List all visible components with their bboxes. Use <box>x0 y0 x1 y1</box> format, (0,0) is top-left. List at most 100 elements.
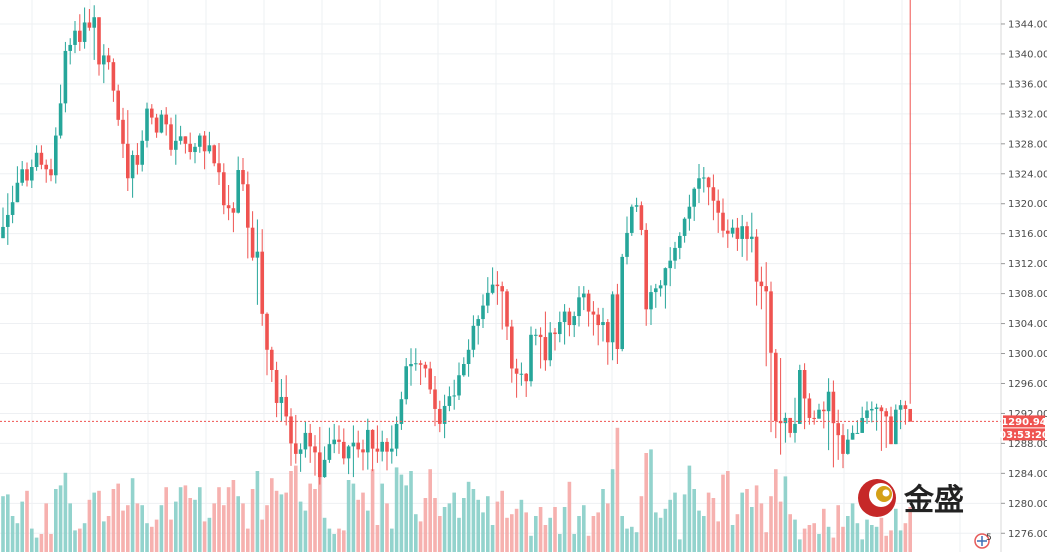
volume-bar <box>486 496 490 552</box>
candle-body <box>721 212 725 231</box>
volume-bar <box>500 490 504 552</box>
volume-bar <box>462 498 466 552</box>
candle-body <box>586 293 591 312</box>
y-tick-label: 1312.00 <box>1008 259 1047 270</box>
candle-body <box>620 256 624 350</box>
volume-bar <box>788 514 792 552</box>
candle-body <box>846 439 850 454</box>
volume-bar <box>212 503 216 552</box>
candle-body <box>337 439 341 442</box>
candle-body <box>735 227 740 239</box>
candle-body <box>150 108 154 118</box>
volume-bar <box>476 499 480 552</box>
notification-badge[interactable]: 5 <box>974 533 992 549</box>
volume-bar <box>836 505 840 552</box>
volume-bar <box>874 526 879 552</box>
volume-bar <box>620 516 624 552</box>
volume-bar <box>1 496 5 552</box>
volume-bar <box>558 534 562 552</box>
candle-body <box>409 364 413 367</box>
volume-bar <box>668 499 672 552</box>
candle-body <box>6 214 10 227</box>
volume-bar <box>870 525 874 552</box>
volume-bar <box>126 505 130 552</box>
candle-body <box>798 369 802 424</box>
candle-body <box>591 311 596 315</box>
candle-body <box>198 135 202 147</box>
volume-bar <box>63 472 68 552</box>
candle-body <box>54 135 58 176</box>
volume-bar <box>606 503 610 552</box>
volume-bar <box>140 505 144 552</box>
candle-body <box>366 429 370 453</box>
volume-bar <box>246 528 250 552</box>
y-tick-label: 1320.00 <box>1008 199 1047 210</box>
volume-bar <box>481 512 485 552</box>
volume-bar <box>663 508 668 552</box>
candle-body <box>49 169 53 176</box>
candle-body <box>812 417 816 419</box>
candle-body <box>188 143 192 153</box>
candle-body <box>510 326 514 369</box>
candle-body <box>313 446 317 453</box>
candle-body <box>606 322 610 343</box>
volume-bar <box>294 465 298 552</box>
volume-bar <box>178 487 183 552</box>
candle-body <box>399 399 404 424</box>
candle-body <box>870 408 874 411</box>
candle-body <box>97 17 101 65</box>
price-axis[interactable]: 1344.00 1340.00 1336.00 1332.00 1328.00 1324.… <box>1000 0 1047 552</box>
volume-bar <box>649 449 653 552</box>
candle-body <box>212 145 216 164</box>
volume-bar <box>697 510 701 552</box>
volume-bar <box>217 487 221 552</box>
volume-bar <box>159 505 164 552</box>
volume-bar <box>639 496 644 552</box>
volume-bar <box>759 503 764 552</box>
candle-body <box>351 442 356 447</box>
volume-bar <box>822 508 826 552</box>
candle-body <box>418 363 423 365</box>
candle-body <box>25 169 29 181</box>
volume-bar <box>514 508 519 552</box>
volume-bar <box>596 512 600 552</box>
candle-body <box>140 140 144 165</box>
volume-bar <box>783 476 788 552</box>
volume-bar <box>654 512 658 552</box>
volume-bar <box>164 487 168 552</box>
y-tick-label: 1292.00 <box>1008 409 1047 420</box>
candle-body <box>39 152 44 165</box>
volume-bar <box>706 492 711 552</box>
volume-bar <box>356 499 360 552</box>
candle-body <box>298 449 303 454</box>
volume-bar <box>548 517 552 552</box>
candle-body <box>356 442 360 450</box>
candle-body <box>625 232 629 257</box>
volume-bar <box>807 525 812 552</box>
candle-body <box>769 291 773 353</box>
candle-body <box>15 182 20 203</box>
volume-bar <box>265 505 269 552</box>
candle-body <box>471 325 476 350</box>
candle-body <box>702 177 706 179</box>
candle-body <box>841 435 845 454</box>
y-tick-label: 1284.00 <box>1008 469 1047 480</box>
volume-bar <box>222 505 226 552</box>
volume-bar <box>582 505 586 552</box>
volume-bar <box>687 465 692 552</box>
volume-bar <box>903 523 908 552</box>
volume-bar <box>860 539 864 552</box>
candle-body <box>202 135 207 152</box>
volume-bar <box>102 521 106 552</box>
candle-body <box>793 423 797 433</box>
candle-body <box>121 119 125 144</box>
volume-bar <box>793 519 797 552</box>
countdown-label: 03:53:20 <box>999 430 1047 441</box>
volume-bar <box>846 516 850 552</box>
candle-body <box>423 364 428 369</box>
candle-body <box>644 229 648 310</box>
candle-body <box>30 167 34 181</box>
candle-body <box>716 200 720 213</box>
